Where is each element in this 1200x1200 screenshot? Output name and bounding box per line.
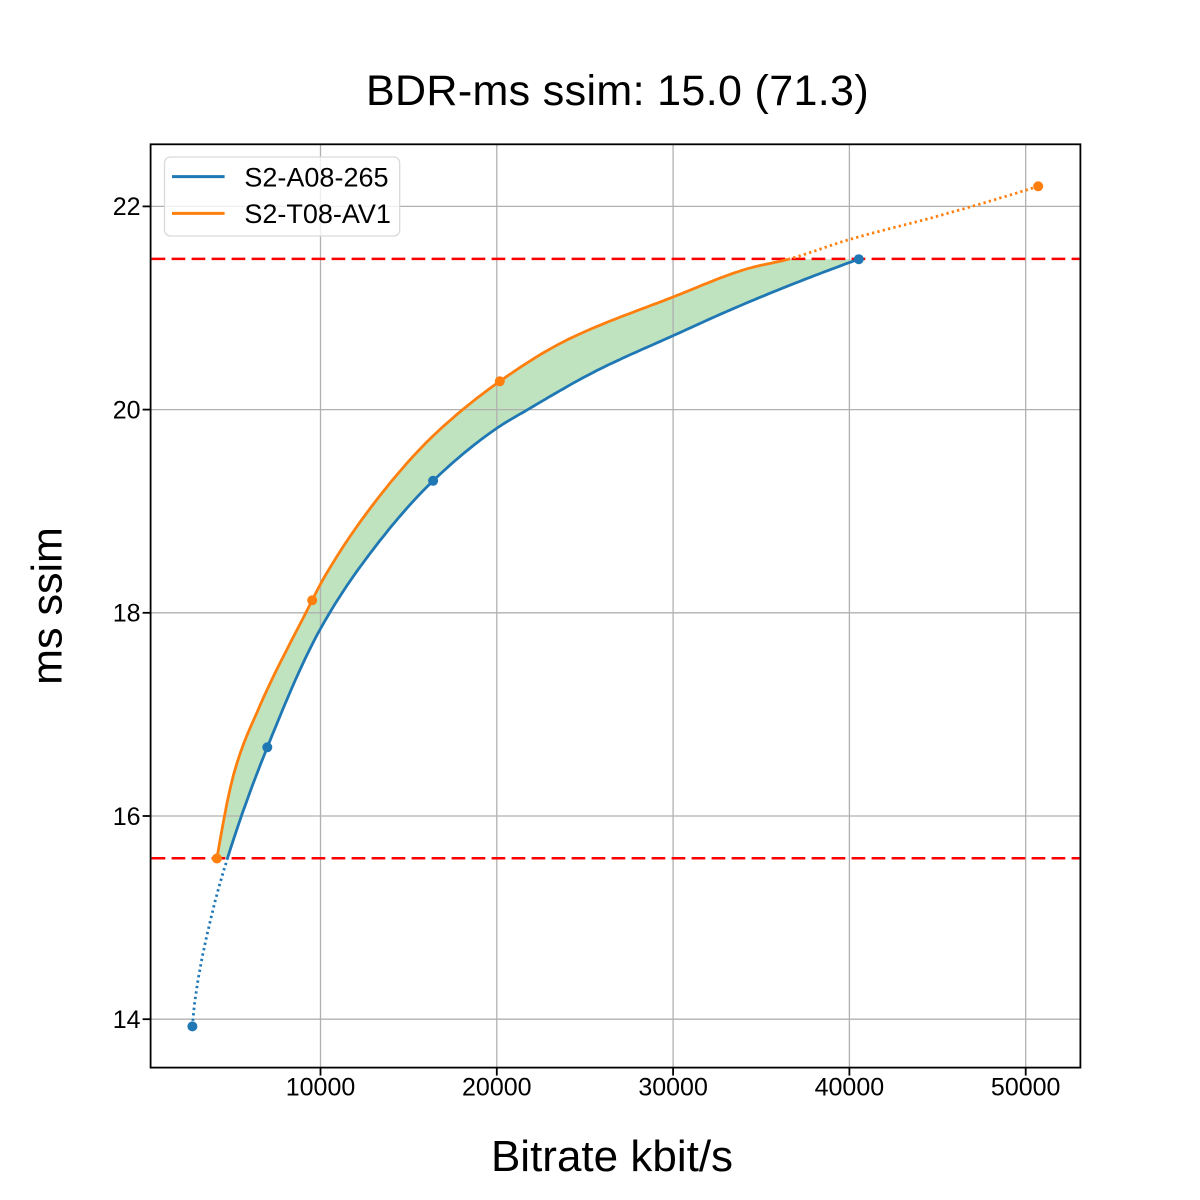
svg-text:30000: 30000 bbox=[638, 1074, 708, 1102]
svg-text:20000: 20000 bbox=[462, 1074, 532, 1102]
svg-text:14: 14 bbox=[113, 1006, 141, 1034]
svg-text:40000: 40000 bbox=[815, 1074, 885, 1102]
svg-text:ms ssim: ms ssim bbox=[24, 527, 72, 685]
svg-text:10000: 10000 bbox=[286, 1074, 356, 1102]
svg-text:Bitrate kbit/s: Bitrate kbit/s bbox=[491, 1132, 733, 1181]
svg-text:22: 22 bbox=[113, 193, 141, 221]
svg-text:S2-T08-AV1: S2-T08-AV1 bbox=[244, 199, 391, 229]
svg-text:18: 18 bbox=[113, 600, 141, 628]
svg-text:16: 16 bbox=[113, 803, 141, 831]
svg-text:S2-A08-265: S2-A08-265 bbox=[244, 163, 388, 193]
svg-text:20: 20 bbox=[113, 396, 141, 424]
svg-text:BDR-ms ssim: 15.0 (71.3): BDR-ms ssim: 15.0 (71.3) bbox=[366, 67, 869, 115]
svg-text:50000: 50000 bbox=[991, 1074, 1061, 1102]
